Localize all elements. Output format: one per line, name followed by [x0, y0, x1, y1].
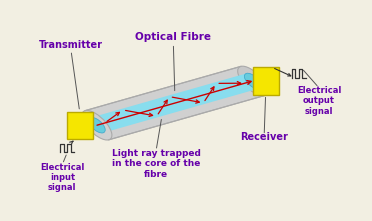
Ellipse shape	[89, 118, 105, 133]
Polygon shape	[85, 66, 264, 140]
Text: Optical Fibre: Optical Fibre	[135, 32, 211, 42]
Text: Light ray trapped
in the core of the
fibre: Light ray trapped in the core of the fib…	[112, 149, 201, 179]
Text: Receiver: Receiver	[240, 132, 288, 142]
Ellipse shape	[238, 66, 267, 96]
Text: Electrical
output
signal: Electrical output signal	[297, 86, 341, 116]
Polygon shape	[91, 73, 259, 133]
Text: Transmitter: Transmitter	[39, 40, 103, 50]
FancyBboxPatch shape	[67, 112, 93, 139]
Ellipse shape	[244, 73, 261, 89]
FancyBboxPatch shape	[253, 67, 279, 95]
Ellipse shape	[82, 110, 112, 140]
Text: Electrical
input
signal: Electrical input signal	[40, 163, 84, 192]
